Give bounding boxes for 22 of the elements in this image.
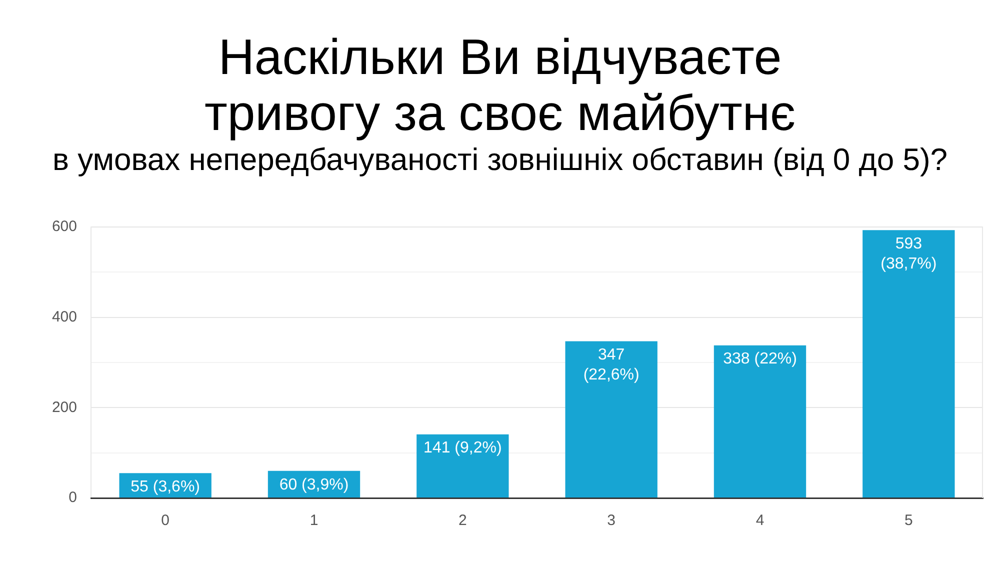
y-tick-label: 200 bbox=[52, 398, 77, 416]
x-tick-label: 3 bbox=[607, 512, 616, 530]
data-label: 593 (38,7%) bbox=[880, 236, 937, 273]
x-tick-label: 1 bbox=[310, 512, 318, 530]
y-tick-label: 600 bbox=[52, 218, 77, 236]
chart-subtitle: в умовах непередбачуваності зовнішніх обставин (від 0 до 5)? bbox=[52, 142, 948, 177]
bar bbox=[714, 345, 806, 498]
y-tick-label: 400 bbox=[52, 308, 77, 326]
x-tick-label: 5 bbox=[904, 512, 913, 530]
x-tick-label: 2 bbox=[458, 512, 467, 530]
data-label: 347 (22,6%) bbox=[583, 346, 640, 384]
data-label: 60 (3,9%) bbox=[279, 476, 349, 494]
y-tick-label: 0 bbox=[68, 489, 77, 506]
data-label: 55 (3,6%) bbox=[130, 478, 200, 496]
bar bbox=[862, 230, 955, 498]
bar bbox=[565, 341, 658, 498]
x-tick-label: 4 bbox=[756, 512, 764, 530]
data-label: 338 (22%) bbox=[723, 350, 797, 368]
data-label: 141 (9,2%) bbox=[424, 440, 502, 457]
x-tick-label: 0 bbox=[161, 512, 170, 530]
chart-title: Наскільки Ви відчуваєте тривогу за своє майбутнє bbox=[203, 29, 797, 141]
bar bbox=[416, 434, 509, 498]
